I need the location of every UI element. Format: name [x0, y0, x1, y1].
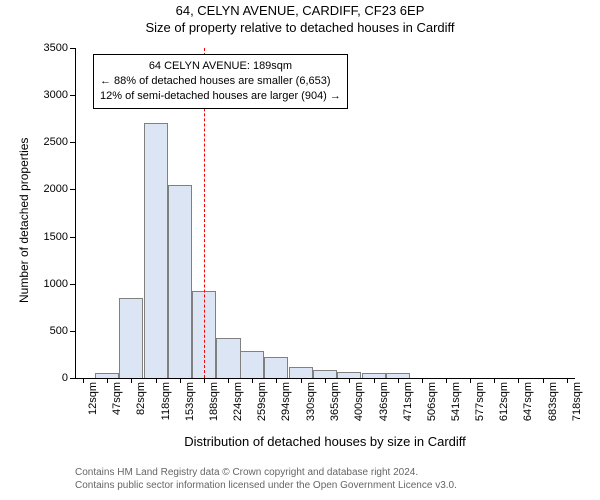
y-axis-label: Number of detached properties — [17, 138, 31, 303]
annotation-box: 64 CELYN AVENUE: 189sqm← 88% of detached… — [93, 54, 348, 109]
x-tick-mark — [252, 378, 253, 383]
y-tick-label: 1000 — [30, 278, 68, 290]
footer-line-2: Contains public sector information licen… — [75, 479, 457, 492]
y-tick-mark — [70, 95, 75, 96]
x-axis-label: Distribution of detached houses by size … — [75, 434, 575, 449]
x-tick-mark — [83, 378, 84, 383]
x-tick-label: 506sqm — [426, 382, 438, 426]
x-tick-label: 647sqm — [522, 382, 534, 426]
x-tick-label: 436sqm — [378, 382, 390, 426]
x-tick-mark — [180, 378, 181, 383]
x-tick-label: 541sqm — [450, 382, 462, 426]
x-tick-label: 82sqm — [135, 382, 147, 426]
histogram-bar — [313, 370, 337, 378]
x-tick-label: 224sqm — [232, 382, 244, 426]
y-tick-mark — [70, 237, 75, 238]
x-tick-label: 153sqm — [184, 382, 196, 426]
x-tick-mark — [325, 378, 326, 383]
x-tick-label: 118sqm — [160, 382, 172, 426]
x-tick-mark — [374, 378, 375, 383]
x-tick-label: 718sqm — [571, 382, 583, 426]
x-tick-label: 330sqm — [305, 382, 317, 426]
histogram-chart: 050010001500200025003000350012sqm47sqm82… — [75, 48, 575, 378]
annotation-line: ← 88% of detached houses are smaller (6,… — [100, 74, 341, 89]
x-tick-mark — [422, 378, 423, 383]
histogram-bar — [289, 367, 313, 378]
x-tick-label: 400sqm — [353, 382, 365, 426]
y-tick-label: 3500 — [30, 42, 68, 54]
y-tick-label: 1500 — [30, 231, 68, 243]
y-tick-label: 2500 — [30, 136, 68, 148]
x-tick-label: 683sqm — [547, 382, 559, 426]
x-tick-mark — [543, 378, 544, 383]
annotation-line: 64 CELYN AVENUE: 189sqm — [100, 59, 341, 74]
y-tick-label: 2000 — [30, 183, 68, 195]
x-tick-mark — [276, 378, 277, 383]
footer-credits: Contains HM Land Registry data © Crown c… — [75, 466, 457, 492]
x-tick-label: 294sqm — [280, 382, 292, 426]
y-tick-label: 0 — [30, 372, 68, 384]
annotation-line: 12% of semi-detached houses are larger (… — [100, 89, 341, 104]
x-tick-mark — [301, 378, 302, 383]
title-address: 64, CELYN AVENUE, CARDIFF, CF23 6EP — [0, 3, 600, 18]
x-tick-label: 471sqm — [402, 382, 414, 426]
y-axis — [75, 48, 76, 378]
histogram-bar — [240, 351, 264, 378]
x-tick-mark — [131, 378, 132, 383]
histogram-bar — [264, 357, 288, 378]
y-tick-mark — [70, 189, 75, 190]
x-tick-mark — [398, 378, 399, 383]
y-tick-label: 3000 — [30, 89, 68, 101]
x-tick-label: 259sqm — [256, 382, 268, 426]
y-tick-mark — [70, 142, 75, 143]
x-tick-mark — [228, 378, 229, 383]
y-tick-label: 500 — [30, 325, 68, 337]
histogram-bar — [144, 123, 168, 378]
y-tick-mark — [70, 378, 75, 379]
x-tick-mark — [494, 378, 495, 383]
y-tick-mark — [70, 284, 75, 285]
x-tick-mark — [107, 378, 108, 383]
x-tick-label: 612sqm — [498, 382, 510, 426]
x-tick-mark — [156, 378, 157, 383]
histogram-bar — [216, 338, 240, 378]
page: 64, CELYN AVENUE, CARDIFF, CF23 6EP Size… — [0, 0, 600, 500]
x-tick-label: 365sqm — [329, 382, 341, 426]
x-tick-mark — [470, 378, 471, 383]
footer-line-1: Contains HM Land Registry data © Crown c… — [75, 466, 457, 479]
x-tick-mark — [518, 378, 519, 383]
x-tick-mark — [349, 378, 350, 383]
x-tick-label: 188sqm — [208, 382, 220, 426]
x-tick-label: 577sqm — [474, 382, 486, 426]
x-tick-label: 47sqm — [111, 382, 123, 426]
x-tick-mark — [446, 378, 447, 383]
x-tick-mark — [567, 378, 568, 383]
y-tick-mark — [70, 48, 75, 49]
histogram-bar — [119, 298, 143, 378]
x-tick-mark — [204, 378, 205, 383]
y-tick-mark — [70, 331, 75, 332]
title-subtitle: Size of property relative to detached ho… — [0, 20, 600, 35]
x-tick-label: 12sqm — [87, 382, 99, 426]
histogram-bar — [168, 185, 192, 378]
